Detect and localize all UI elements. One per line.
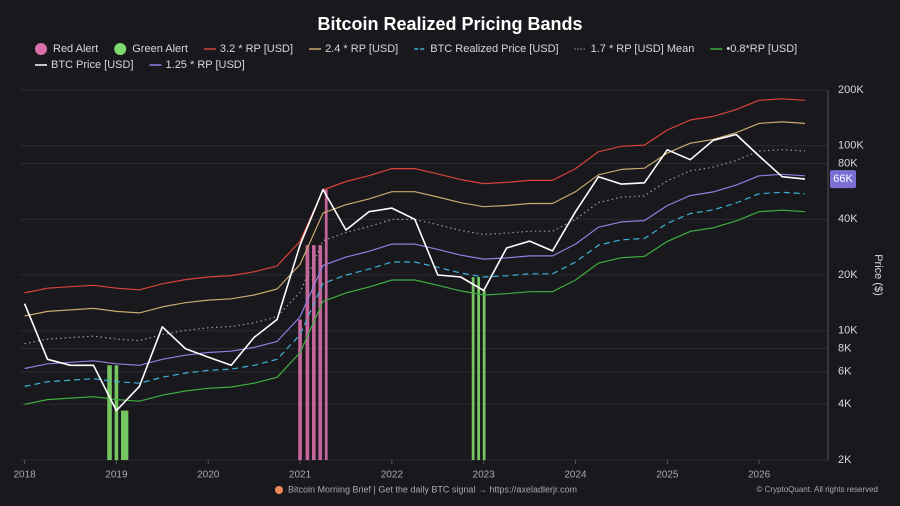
y-tick-label: 10K: [838, 325, 858, 337]
legend-label: Green Alert: [132, 43, 188, 55]
alert-bar: [477, 277, 481, 460]
y-tick-label: 20K: [838, 269, 858, 281]
y-tick-label: 6K: [838, 366, 852, 378]
y-tick-label: 8K: [838, 343, 852, 355]
x-tick-label: 2023: [473, 470, 496, 481]
x-tick-label: 2022: [381, 470, 404, 481]
x-tick-label: 2024: [564, 470, 587, 481]
alert-bar: [471, 277, 475, 460]
y-tick-label: 100K: [838, 140, 864, 152]
alert-bar: [324, 189, 328, 461]
x-tick-label: 2019: [105, 470, 128, 481]
price-badge: [830, 170, 856, 189]
y-tick-label: 200K: [838, 84, 864, 96]
legend-item: 1.7 * RP [USD] Mean: [574, 43, 695, 55]
alert-bar: [305, 245, 310, 460]
legend-item: Red Alert: [35, 43, 98, 55]
legend-symbol: [114, 43, 127, 55]
price-badge-label: 66K: [833, 173, 853, 185]
footer-icon: [275, 486, 283, 494]
y-axis-label: Price ($): [872, 254, 884, 296]
alert-bar: [318, 245, 323, 460]
alert-bar: [482, 290, 486, 460]
legend-item: BTC Price [USD]: [35, 59, 134, 71]
alert-bar: [311, 245, 316, 460]
copyright: © CryptoQuant. All rights reserved: [757, 485, 879, 494]
footer: Bitcoin Morning Brief | Get the daily BT…: [288, 484, 577, 494]
legend-label: 2.4 * RP [USD]: [325, 43, 398, 55]
alert-bar: [298, 319, 302, 460]
alert-bar: [121, 410, 129, 460]
y-tick-label: 2K: [838, 454, 852, 466]
legend-item: 3.2 * RP [USD]: [203, 43, 293, 55]
legend-item: •0.8*RP [USD]: [710, 43, 797, 55]
y-tick-label: 4K: [838, 398, 852, 410]
x-tick-label: 2020: [197, 470, 220, 481]
legend-label: BTC Realized Price [USD]: [430, 43, 558, 55]
legend-label: 1.7 * RP [USD] Mean: [591, 43, 695, 55]
legend-label: •0.8*RP [USD]: [726, 43, 797, 55]
x-tick-label: 2021: [289, 470, 312, 481]
legend-label: 1.25 * RP [USD]: [166, 59, 245, 71]
series-line: [24, 191, 806, 387]
legend-label: Red Alert: [53, 43, 98, 55]
y-tick-label: 80K: [838, 158, 858, 170]
series-line: [24, 173, 806, 370]
legend-item: 2.4 * RP [USD]: [309, 43, 398, 55]
alert-bar: [107, 365, 112, 460]
legend-item: 1.25 * RP [USD]: [149, 59, 245, 71]
x-tick-label: 2025: [656, 470, 679, 481]
series-line: [24, 121, 806, 317]
alert-bar: [114, 365, 119, 460]
legend-item: Green Alert: [114, 43, 188, 55]
x-tick-label: 2026: [748, 470, 771, 481]
series-line: [24, 149, 806, 345]
legend-item: BTC Realized Price [USD]: [414, 43, 559, 55]
series-line: [24, 209, 806, 405]
series-line: [24, 98, 806, 294]
chart-title: Bitcoin Realized Pricing Bands: [317, 14, 582, 34]
series-line: [23, 133, 806, 412]
x-tick-label: 2018: [13, 470, 36, 481]
y-tick-label: 40K: [838, 213, 858, 225]
legend-label: 3.2 * RP [USD]: [220, 43, 293, 55]
legend-label: BTC Price [USD]: [51, 59, 134, 71]
legend-symbol: [35, 43, 47, 55]
